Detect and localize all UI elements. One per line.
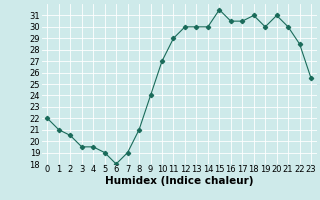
X-axis label: Humidex (Indice chaleur): Humidex (Indice chaleur) — [105, 176, 253, 186]
